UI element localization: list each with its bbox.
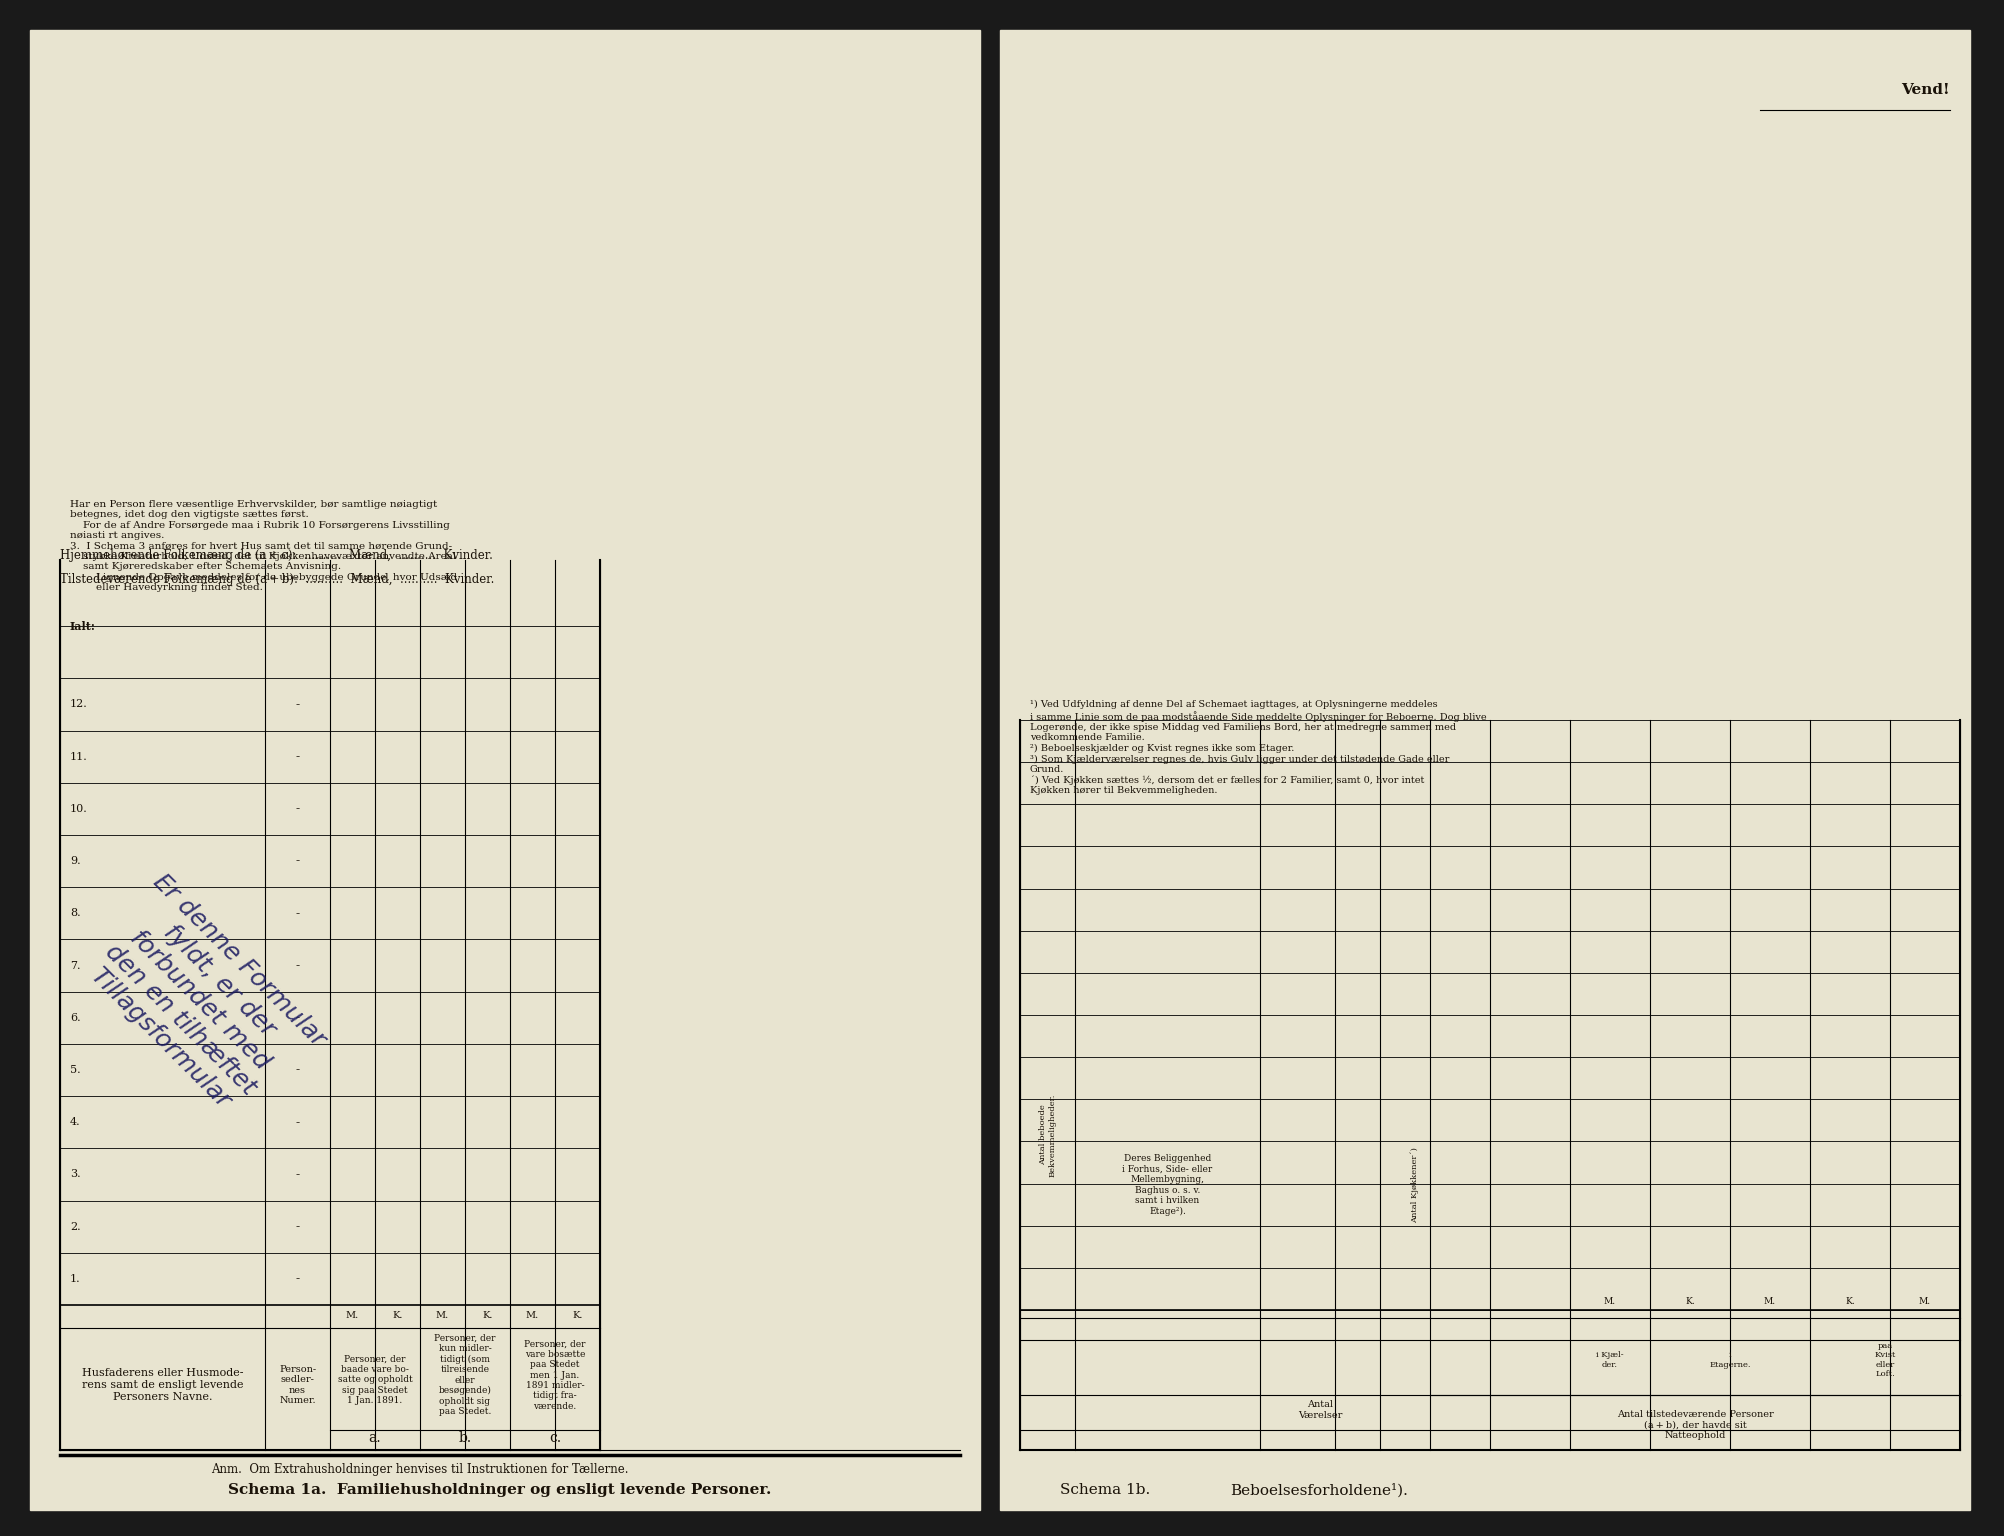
Text: K.: K.: [1685, 1298, 1695, 1307]
Text: 10.: 10.: [70, 803, 88, 814]
Text: -: -: [295, 854, 299, 868]
Text: Antal
Værelser: Antal Værelser: [1299, 1401, 1343, 1419]
Text: Beboelsesforholdene¹).: Beboelsesforholdene¹).: [1230, 1482, 1409, 1498]
Text: M.: M.: [1764, 1298, 1776, 1307]
Text: Antal tilstedeværende Personer
(a + b), der havde sit
Natteophold: Antal tilstedeværende Personer (a + b), …: [1617, 1410, 1774, 1439]
Text: Personer, der
vare bosætte
paa Stedet
men 1 Jan.
1891 midler-
tidigt fra-
værend: Personer, der vare bosætte paa Stedet me…: [525, 1339, 585, 1410]
Text: -: -: [295, 750, 299, 763]
Text: b.: b.: [459, 1432, 471, 1445]
Text: K.: K.: [483, 1310, 493, 1319]
Text: Antal beboede
Bekvemmeligheder.: Antal beboede Bekvemmeligheder.: [1038, 1094, 1056, 1177]
Text: K.: K.: [1846, 1298, 1856, 1307]
Text: -: -: [295, 1272, 299, 1286]
Text: -: -: [295, 697, 299, 711]
Text: Hjemmehørende Folkemæng de (a + c):  ..........  Mænd,  ..........  Kvinder.: Hjemmehørende Folkemæng de (a + c): ....…: [60, 548, 493, 562]
Text: Deres Beliggenhed
i Forhus, Side- eller
Mellembygning,
Baghus o. s. v.
samt i hv: Deres Beliggenhed i Forhus, Side- eller …: [1122, 1155, 1212, 1215]
Text: -: -: [295, 1220, 299, 1233]
Text: M.: M.: [1920, 1298, 1932, 1307]
Text: Vend!: Vend!: [1902, 83, 1950, 97]
Text: 4.: 4.: [70, 1117, 80, 1127]
Text: c.: c.: [549, 1432, 561, 1445]
Text: 7.: 7.: [70, 960, 80, 971]
Text: 9.: 9.: [70, 856, 80, 866]
Text: K.: K.: [573, 1310, 583, 1319]
Text: i
Etagerne.: i Etagerne.: [1709, 1352, 1751, 1369]
Text: -: -: [295, 1115, 299, 1129]
Bar: [30, 31, 980, 1510]
Text: Personer, der
kun midler-
tidigt (som
tilreisende
eller
besøgende)
opholdt sig
p: Personer, der kun midler- tidigt (som ti…: [435, 1333, 495, 1416]
Text: -: -: [295, 802, 299, 816]
Text: 8.: 8.: [70, 908, 80, 919]
Text: 12.: 12.: [70, 699, 88, 710]
Text: -: -: [295, 906, 299, 920]
Text: M.: M.: [525, 1310, 539, 1319]
Text: Tilstedeværende Folkemæng de (a + b):  ..........  Mænd,  ..........  Kvinder.: Tilstedeværende Folkemæng de (a + b): ..…: [60, 573, 495, 587]
Text: -: -: [295, 1011, 299, 1025]
Text: M.: M.: [437, 1310, 449, 1319]
Text: 5.: 5.: [70, 1064, 80, 1075]
Text: M.: M.: [1603, 1298, 1615, 1307]
Text: ¹) Ved Udfyldning af denne Del af Schemaet iagttages, at Oplysningerne meddeles
: ¹) Ved Udfyldning af denne Del af Schema…: [1030, 700, 1487, 796]
Text: -: -: [295, 958, 299, 972]
Text: 2.: 2.: [70, 1221, 80, 1232]
Text: i Kjæl-
der.: i Kjæl- der.: [1597, 1352, 1623, 1369]
Text: paa
Kvist
eller
Loft.: paa Kvist eller Loft.: [1874, 1342, 1896, 1378]
Bar: [1000, 31, 1970, 1510]
Text: Har en Person flere væsentlige Erhvervskilder, bør samtlige nøiagtigt
betegnes, : Har en Person flere væsentlige Erhvervsk…: [70, 501, 457, 593]
Text: Person-
sedler-
nes
Numer.: Person- sedler- nes Numer.: [279, 1366, 317, 1405]
Text: 3.: 3.: [70, 1169, 80, 1180]
Text: a.: a.: [369, 1432, 381, 1445]
Text: -: -: [295, 1167, 299, 1181]
Text: Ialt:: Ialt:: [70, 621, 96, 631]
Text: Husfaderens eller Husmode-
rens samt de ensligt levende
Personers Navne.: Husfaderens eller Husmode- rens samt de …: [82, 1369, 242, 1401]
Text: M.: M.: [347, 1310, 359, 1319]
Text: Antal Kjøkkener´): Antal Kjøkkener´): [1411, 1147, 1419, 1223]
Text: K.: K.: [393, 1310, 403, 1319]
Text: Schema 1a.  Familiehusholdninger og ensligt levende Personer.: Schema 1a. Familiehusholdninger og ensli…: [228, 1482, 772, 1498]
Text: Er denne Formular
fyldt, er der
forbundet med
den en tilhæftet
Tillagsformular: Er denne Formular fyldt, er der forbunde…: [70, 869, 331, 1130]
Text: 11.: 11.: [70, 751, 88, 762]
Text: 6.: 6.: [70, 1012, 80, 1023]
Text: -: -: [295, 1063, 299, 1077]
Text: Schema 1b.: Schema 1b.: [1060, 1482, 1150, 1498]
Text: 1.: 1.: [70, 1273, 80, 1284]
Text: Anm.  Om Extrahusholdninger henvises til Instruktionen for Tællerne.: Anm. Om Extrahusholdninger henvises til …: [210, 1464, 629, 1476]
Text: Personer, der
baade vare bo-
satte og opholdt
sig paa Stedet
1 Jan. 1891.: Personer, der baade vare bo- satte og op…: [337, 1355, 413, 1405]
